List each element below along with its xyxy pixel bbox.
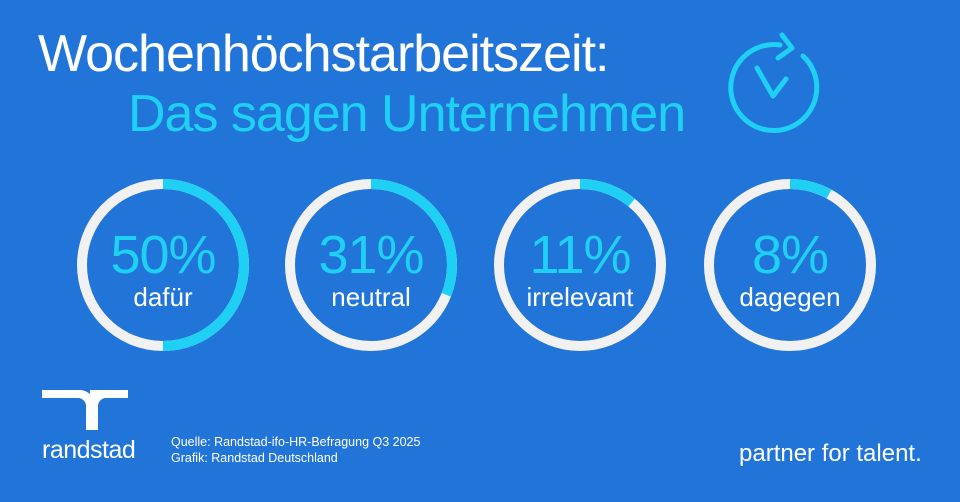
tagline: partner for talent. <box>739 440 922 467</box>
ring-label: 8% dagegen <box>700 227 880 311</box>
ring-arc-dagegen <box>704 179 876 351</box>
donut-rings <box>77 179 876 351</box>
page-subtitle: Das sagen Unternehmen <box>128 85 686 143</box>
ring-arc-irrelevant <box>494 179 666 351</box>
ring-arc-neutral <box>285 179 457 351</box>
percent-value: 8% <box>751 225 829 285</box>
page-title: Wochenhöchstarbeitszeit: <box>38 25 609 83</box>
ring-label: 11% irrelevant <box>490 227 670 311</box>
randstad-logo <box>42 390 128 430</box>
percent-value: 31% <box>318 225 424 285</box>
source-note: Quelle: Randstad-ifo-HR-Befragung Q3 202… <box>171 434 420 466</box>
percent-value: 50% <box>110 225 216 285</box>
category-label: dafür <box>133 282 193 312</box>
ring-label: 50% dafür <box>73 227 253 311</box>
percent-value: 11% <box>529 225 631 285</box>
graphic-credit: Grafik: Randstad Deutschland <box>171 451 338 465</box>
brand-name: randstad <box>42 436 136 464</box>
category-label: neutral <box>331 282 411 312</box>
clock-refresh-icon <box>728 32 820 134</box>
category-label: irrelevant <box>526 282 634 312</box>
ring-label: 31% neutral <box>281 227 461 311</box>
category-label: dagegen <box>739 282 841 312</box>
source-text: Quelle: Randstad-ifo-HR-Befragung Q3 202… <box>171 435 421 449</box>
ring-arc-dafür <box>77 179 249 351</box>
